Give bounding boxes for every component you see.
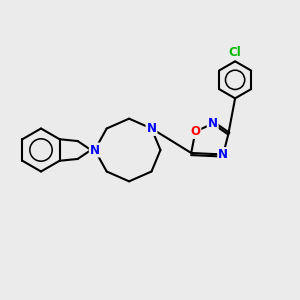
Text: O: O [190,125,200,138]
Text: Cl: Cl [229,46,242,59]
Text: N: N [146,122,157,135]
Text: N: N [90,143,100,157]
Text: N: N [218,148,228,161]
Text: N: N [208,117,218,130]
